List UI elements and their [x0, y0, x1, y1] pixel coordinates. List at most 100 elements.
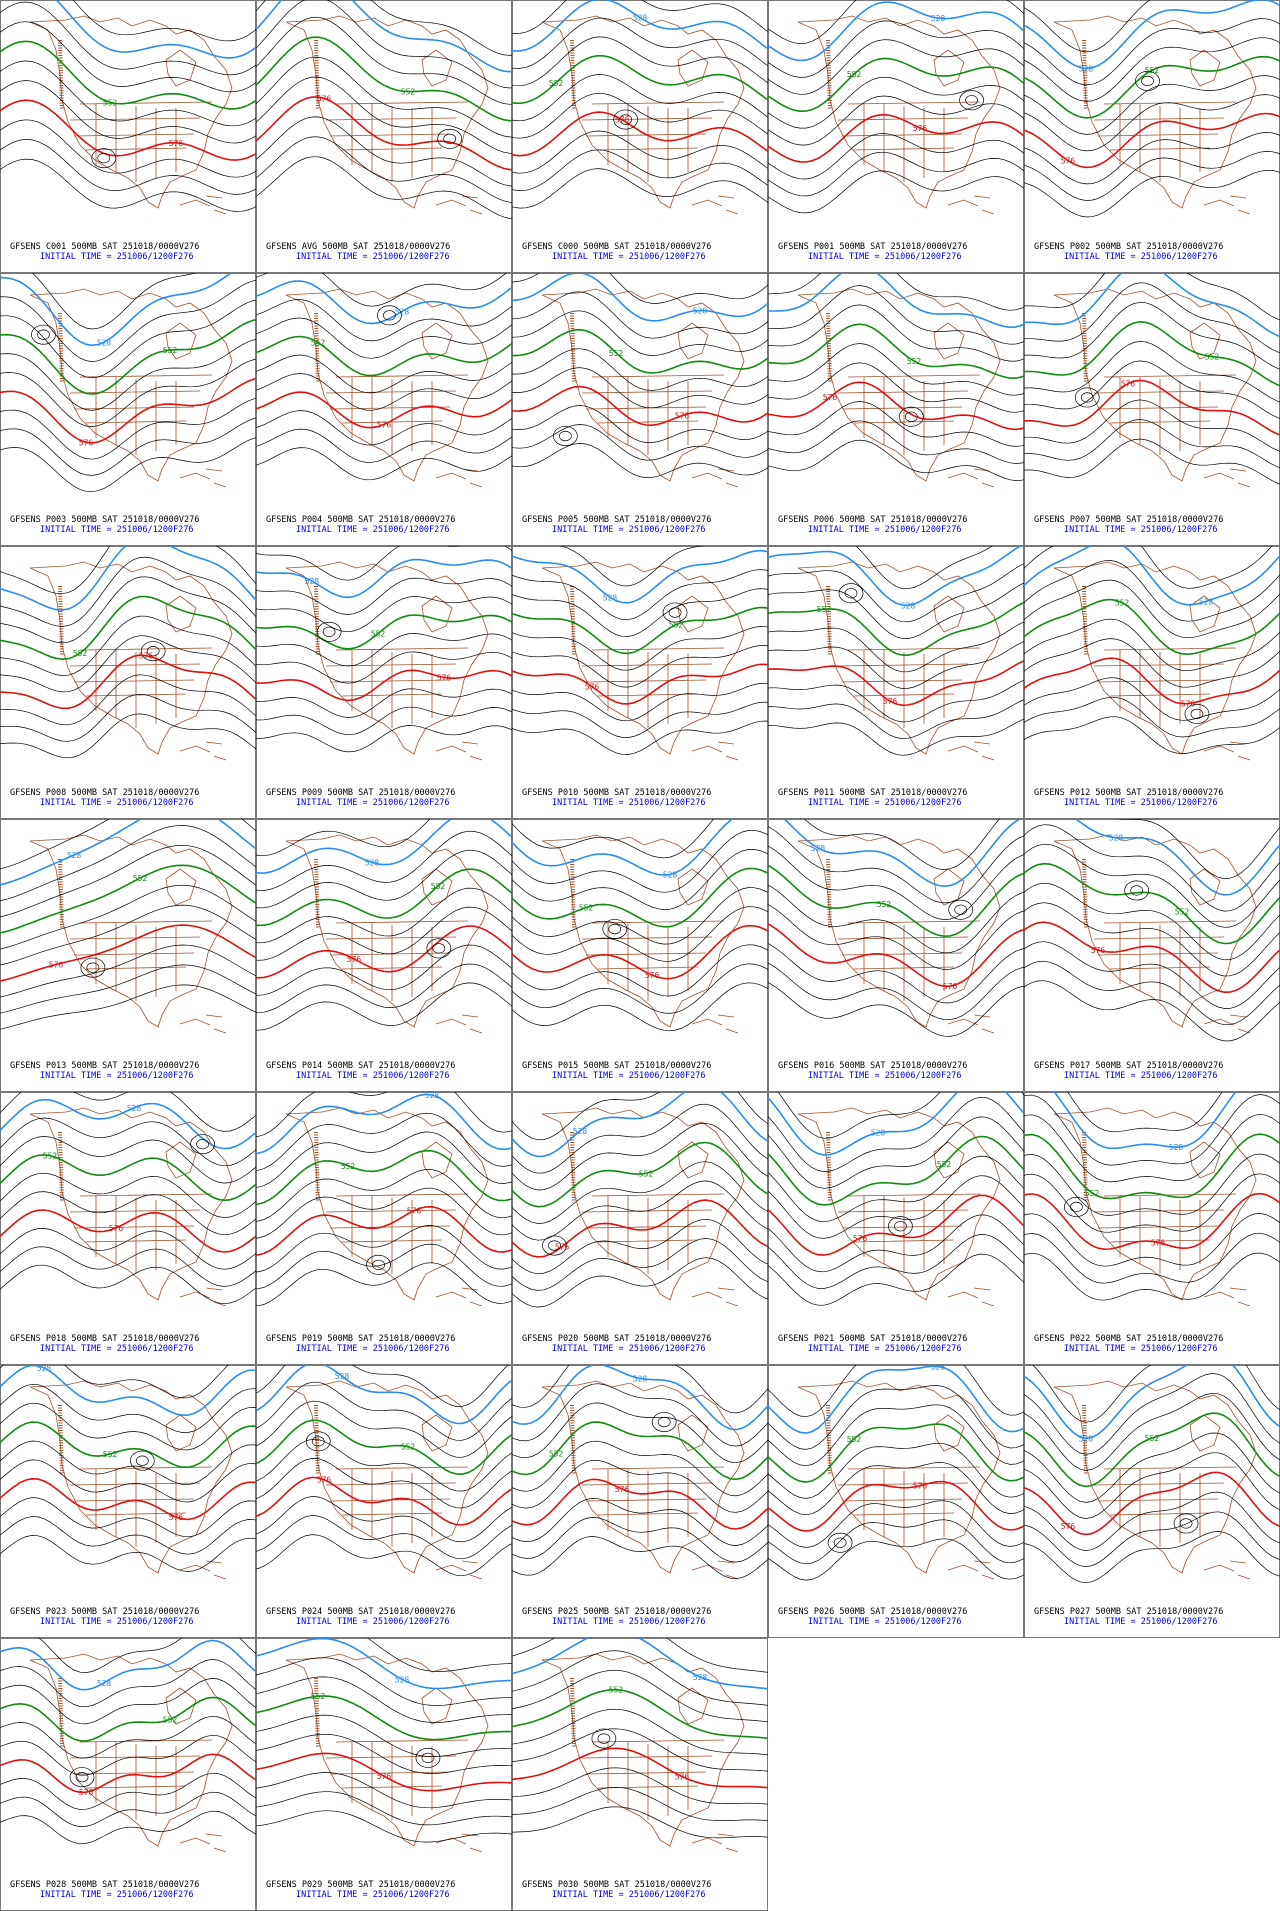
contour-line — [256, 1169, 512, 1222]
contour-line — [256, 819, 431, 857]
contour-line — [768, 1480, 1024, 1532]
contour-low — [443, 133, 457, 144]
caption-line-2: INITIAL TIME = 251006/1200F276 — [552, 525, 706, 535]
contour-low — [322, 626, 336, 637]
panel: 528 552 576 GFSENS P010 500MB SAT 251018/00… — [512, 546, 768, 819]
contour-line — [0, 417, 256, 476]
contour-label: 552 — [73, 649, 88, 658]
panel-border — [0, 1365, 256, 1638]
panel-border — [256, 1638, 512, 1911]
contour-label: 552 — [609, 1686, 624, 1695]
contour-low — [305, 1431, 331, 1452]
contour-low — [591, 1728, 617, 1749]
contour-line — [38, 1638, 256, 1673]
contour-label: 552 — [639, 1169, 654, 1178]
contour-line — [512, 92, 768, 139]
contour-line — [768, 962, 1024, 1021]
contour-line — [512, 1478, 768, 1530]
contour-line — [256, 651, 512, 684]
contour-line — [512, 682, 768, 722]
map: 528 552 576 — [256, 1365, 512, 1579]
contour-label: 528 — [633, 14, 648, 23]
contour-line — [512, 1092, 768, 1141]
contour-line — [1024, 1133, 1280, 1200]
contour-line — [768, 699, 1024, 739]
contour-line — [256, 373, 512, 411]
contour-line — [0, 1659, 256, 1708]
contour-line — [0, 884, 256, 950]
contour-line — [0, 576, 256, 644]
caption-line-1: GFSENS C001 500MB SAT 251018/0000V276 — [10, 242, 199, 252]
contour-line — [512, 1122, 768, 1191]
map: 528 552 576 — [0, 1638, 256, 1853]
contour-line — [768, 1365, 1024, 1434]
contour-line — [1024, 941, 1280, 1009]
panel: 528 552 576 GFSENS P018 500MB SAT 251018/00… — [0, 1092, 256, 1365]
panel-border — [256, 0, 512, 273]
contour-label: 576 — [883, 697, 898, 706]
contour-line — [512, 944, 768, 997]
contour-line — [1024, 0, 1151, 53]
panel-border — [0, 819, 256, 1092]
contour-line — [1115, 819, 1280, 879]
contour-line — [0, 60, 256, 127]
map: 528 552 576 — [512, 1638, 768, 1852]
contour-line — [0, 139, 256, 195]
contour-label: 552 — [817, 605, 832, 614]
contour-line — [1024, 132, 1280, 185]
contour-line — [0, 99, 256, 161]
contour-line — [0, 1191, 256, 1236]
caption-line-2: INITIAL TIME = 251006/1200F276 — [296, 798, 450, 808]
contour-line — [256, 96, 512, 171]
caption-line-1: GFSENS P013 500MB SAT 251018/0000V276 — [10, 1061, 199, 1071]
contour-line — [768, 1214, 1024, 1273]
contour-line — [0, 1715, 256, 1759]
contour-line — [512, 1536, 768, 1580]
contour-label: 552 — [1205, 353, 1220, 362]
caption-line-2: INITIAL TIME = 251006/1200F276 — [552, 798, 706, 808]
contour-line — [0, 40, 256, 110]
panel-border — [768, 819, 1024, 1092]
contour-line — [256, 1262, 512, 1307]
panel: 528 552 576 GFSENS P027 500MB SAT 251018/00… — [1024, 1365, 1280, 1638]
caption-line-2: INITIAL TIME = 251006/1200F276 — [808, 252, 962, 262]
panel: 528 552 576 GFSENS C000 500MB SAT 251018/00… — [512, 0, 768, 273]
contour-low — [421, 1752, 435, 1763]
contour-low — [553, 426, 578, 446]
caption-line-1: GFSENS P023 500MB SAT 251018/0000V276 — [10, 1607, 199, 1617]
contour-line — [512, 887, 768, 945]
contour-line — [0, 1383, 256, 1433]
caption-line-1: GFSENS P008 500MB SAT 251018/0000V276 — [10, 788, 199, 798]
contour-low — [1173, 1513, 1199, 1534]
contour-line — [0, 693, 256, 742]
contour-label: 528 — [1199, 597, 1214, 606]
contour-low — [602, 919, 628, 939]
map: 528 552 576 — [256, 273, 512, 488]
contour-line — [1024, 379, 1280, 436]
contour-line — [0, 924, 256, 982]
contour-line — [1024, 55, 1280, 119]
contour-line — [0, 358, 256, 427]
panel: 528 552 576 GFSENS P015 500MB SAT 251018/00… — [512, 819, 768, 1092]
contour-label: 552 — [847, 1435, 862, 1444]
caption-line-1: GFSENS P001 500MB SAT 251018/0000V276 — [778, 242, 967, 252]
contour-line — [768, 151, 1024, 197]
contour-low — [437, 128, 463, 149]
contour-line — [768, 904, 1024, 970]
contour-line — [768, 845, 1024, 920]
contour-line — [768, 641, 1024, 689]
contour-line — [783, 819, 1022, 888]
contour-line — [768, 323, 1024, 379]
contour-label: 576 — [169, 139, 184, 148]
map: 528 552 576 — [1024, 819, 1280, 1042]
contour-label: 576 — [1151, 1238, 1166, 1247]
contour-low — [613, 109, 638, 130]
contour-low — [542, 1235, 567, 1256]
contour-line — [512, 1728, 768, 1772]
contour-label: 528 — [67, 851, 82, 860]
contour-line — [1024, 1452, 1280, 1519]
contour-low — [559, 430, 572, 442]
contour-line — [256, 1243, 512, 1290]
contour-label: 576 — [615, 1485, 630, 1494]
contour-low — [31, 324, 56, 345]
